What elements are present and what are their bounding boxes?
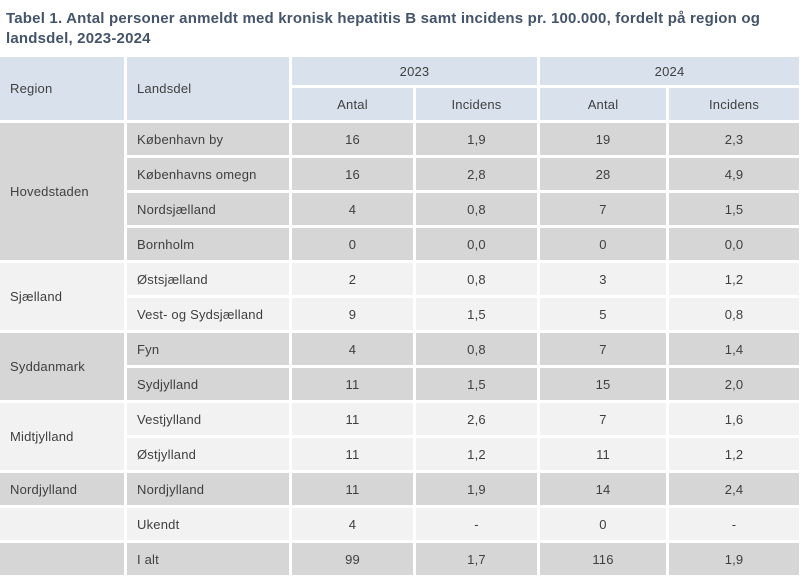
table-row: Sjælland Østsjælland 2 0,8 3 1,2 — [0, 263, 800, 330]
table-row: Nordjylland Nordjylland 11 1,9 14 2,4 — [0, 473, 800, 505]
value-cell: 1,2 — [669, 263, 800, 295]
value-cell: 2,4 — [669, 473, 800, 505]
table-row: Syddanmark Fyn 4 0,8 7 1,4 — [0, 333, 800, 400]
value-cell: 0,8 — [416, 263, 538, 295]
value-cell: 1,5 — [416, 368, 538, 400]
value-cell: 1,7 — [416, 543, 538, 575]
value-cell: 11 — [292, 368, 413, 400]
header-year-2023: 2023 — [292, 57, 538, 85]
value-cell: 1,9 — [416, 123, 538, 155]
region-cell-hovedstaden: Hovedstaden — [0, 123, 124, 260]
landsdel-cell: Bornholm — [127, 228, 289, 260]
region-cell-syddanmark: Syddanmark — [0, 333, 124, 400]
region-cell-sjaelland: Sjælland — [0, 263, 124, 330]
region-cell-empty — [0, 543, 124, 575]
value-cell: 1,2 — [669, 438, 800, 470]
value-cell: 1,9 — [669, 543, 800, 575]
table-row: Midtjylland Vestjylland 11 2,6 7 1,6 — [0, 403, 800, 470]
region-cell-nordjylland: Nordjylland — [0, 473, 124, 505]
value-cell: 0,8 — [669, 298, 800, 330]
landsdel-cell: Københavns omegn — [127, 158, 289, 190]
value-cell: 0,0 — [416, 228, 538, 260]
hepatitis-b-table: Region Landsdel 2023 2024 Antal Incidens… — [0, 54, 800, 578]
value-cell: 7 — [540, 193, 667, 225]
value-cell: 99 — [292, 543, 413, 575]
table-row: Vest- og Sydsjælland 9 1,5 5 0,8 — [0, 298, 800, 330]
landsdel-cell: Vest- og Sydsjælland — [127, 298, 289, 330]
region-cell-midtjylland: Midtjylland — [0, 403, 124, 470]
value-cell: 16 — [292, 123, 413, 155]
value-cell: 7 — [540, 333, 667, 365]
value-cell: 9 — [292, 298, 413, 330]
table-container: Region Landsdel 2023 2024 Antal Incidens… — [0, 54, 800, 578]
header-antal-2024: Antal — [540, 88, 667, 120]
landsdel-cell: Ukendt — [127, 508, 289, 540]
value-cell: 4 — [292, 508, 413, 540]
value-cell: 11 — [540, 438, 667, 470]
value-cell: 19 — [540, 123, 667, 155]
value-cell: 3 — [540, 263, 667, 295]
value-cell: 15 — [540, 368, 667, 400]
header-year-2024: 2024 — [540, 57, 800, 85]
value-cell: 11 — [292, 403, 413, 435]
table-row: Hovedstaden København by 16 1,9 19 2,3 — [0, 123, 800, 260]
landsdel-cell: Nordsjælland — [127, 193, 289, 225]
landsdel-cell: Østsjælland — [127, 263, 289, 295]
table-row: Bornholm 0 0,0 0 0,0 — [0, 228, 800, 260]
landsdel-cell: Fyn — [127, 333, 289, 365]
value-cell: 1,4 — [669, 333, 800, 365]
value-cell: 11 — [292, 438, 413, 470]
value-cell: 5 — [540, 298, 667, 330]
value-cell: 2,8 — [416, 158, 538, 190]
value-cell: 2,0 — [669, 368, 800, 400]
header-landsdel: Landsdel — [127, 57, 289, 120]
value-cell: 1,6 — [669, 403, 800, 435]
value-cell: 1,5 — [669, 193, 800, 225]
value-cell: 0 — [540, 508, 667, 540]
table-row: Sydjylland 11 1,5 15 2,0 — [0, 368, 800, 400]
landsdel-cell: Vestjylland — [127, 403, 289, 435]
value-cell: 1,2 — [416, 438, 538, 470]
table-row-total: I alt 99 1,7 116 1,9 — [0, 543, 800, 575]
value-cell: 0,8 — [416, 333, 538, 365]
value-cell: 1,9 — [416, 473, 538, 505]
landsdel-cell: Østjylland — [127, 438, 289, 470]
value-cell: 2 — [292, 263, 413, 295]
value-cell: 11 — [292, 473, 413, 505]
landsdel-cell: København by — [127, 123, 289, 155]
value-cell: - — [669, 508, 800, 540]
value-cell: 7 — [540, 403, 667, 435]
value-cell: 0,0 — [669, 228, 800, 260]
value-cell: 0,8 — [416, 193, 538, 225]
landsdel-cell: Nordjylland — [127, 473, 289, 505]
value-cell: 4 — [292, 333, 413, 365]
value-cell: 28 — [540, 158, 667, 190]
value-cell: 2,6 — [416, 403, 538, 435]
landsdel-cell-total: I alt — [127, 543, 289, 575]
value-cell: 2,3 — [669, 123, 800, 155]
value-cell: 4 — [292, 193, 413, 225]
page-title: Tabel 1. Antal personer anmeldt med kron… — [6, 10, 761, 47]
value-cell: 0 — [540, 228, 667, 260]
table-row: Østjylland 11 1,2 11 1,2 — [0, 438, 800, 470]
value-cell: 0 — [292, 228, 413, 260]
table-row: Københavns omegn 16 2,8 28 4,9 — [0, 158, 800, 190]
header-incidens-2024: Incidens — [669, 88, 800, 120]
landsdel-cell: Sydjylland — [127, 368, 289, 400]
header-region: Region — [0, 57, 124, 120]
value-cell: 16 — [292, 158, 413, 190]
value-cell: 14 — [540, 473, 667, 505]
table-row: Ukendt 4 - 0 - — [0, 508, 800, 540]
value-cell: - — [416, 508, 538, 540]
value-cell: 4,9 — [669, 158, 800, 190]
value-cell: 1,5 — [416, 298, 538, 330]
value-cell: 116 — [540, 543, 667, 575]
table-row: Nordsjælland 4 0,8 7 1,5 — [0, 193, 800, 225]
header-incidens-2023: Incidens — [416, 88, 538, 120]
header-antal-2023: Antal — [292, 88, 413, 120]
region-cell-empty — [0, 508, 124, 540]
